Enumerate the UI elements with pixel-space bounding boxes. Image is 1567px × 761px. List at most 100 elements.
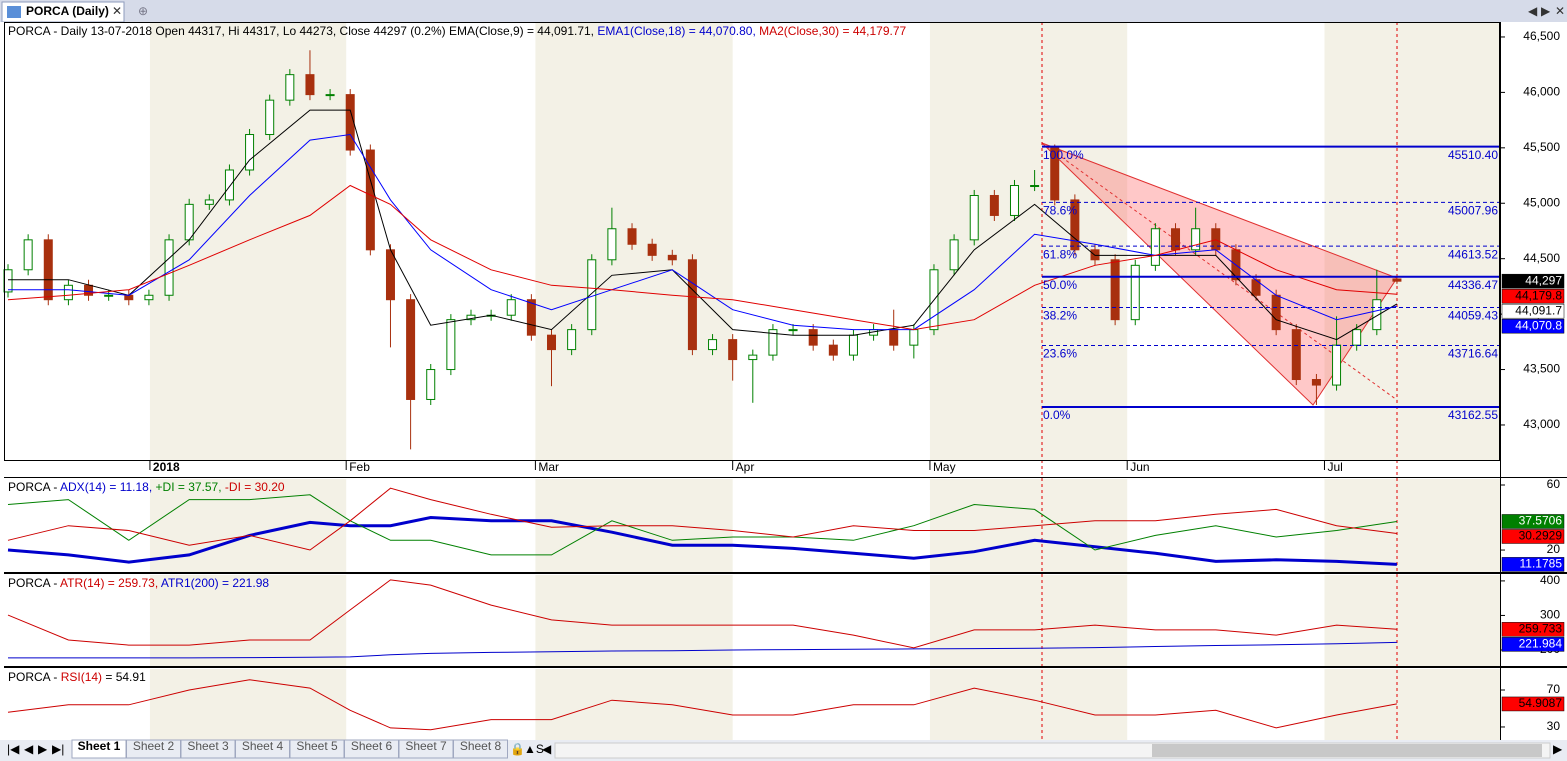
scroll-sync-button[interactable]: ▲S (524, 742, 544, 756)
tab-title[interactable]: PORCA (Daily) (26, 4, 109, 18)
tab-close[interactable]: ✕ (112, 4, 122, 18)
panel-frames (4, 22, 1567, 740)
fib-percent: 78.6% (1043, 204, 1077, 218)
sheet-tab-label[interactable]: Sheet 1 (78, 739, 121, 753)
price-tag (1501, 288, 1565, 304)
lock-button[interactable]: 🔒 (510, 742, 525, 756)
fib-value: 45510.40 (1448, 148, 1498, 162)
candle-body (567, 329, 577, 351)
candle-body (104, 294, 114, 297)
sheet-tab[interactable] (453, 739, 508, 759)
month-band (149, 669, 347, 740)
x-tick-label: Jun (1130, 460, 1149, 474)
sheet-tab-label[interactable]: Sheet 7 (405, 739, 447, 753)
candle-body (144, 294, 154, 301)
nav-first[interactable]: |◀ (7, 742, 20, 756)
title-segment: PORCA - (8, 480, 60, 494)
y-tick-label: 60 (1547, 477, 1561, 491)
candle-body (1191, 228, 1201, 251)
price-tag (1501, 273, 1565, 289)
panel-title: PORCA - ADX(14) = 11.18, +DI = 37.57, -D… (8, 480, 285, 494)
y-tick-label: 46,000 (1523, 85, 1560, 99)
candle-body (23, 239, 33, 271)
title-segment: PORCA - Daily 13-07-2018 Open 44317, Hi … (8, 24, 597, 38)
month-band (929, 575, 1128, 666)
tab-menu[interactable]: ✕ (1555, 4, 1565, 18)
price-tag-label: 221.984 (1519, 637, 1563, 651)
candle-body (889, 329, 899, 346)
y-tick-label: 45,000 (1523, 195, 1560, 209)
price-tag (1501, 529, 1565, 544)
x-tick-label: 2018 (153, 460, 180, 474)
sheet-tab-label[interactable]: Sheet 5 (296, 739, 338, 753)
panel-title: PORCA - Daily 13-07-2018 Open 44317, Hi … (8, 24, 907, 38)
nav-last[interactable]: ▶| (52, 742, 64, 756)
price-tag-label: 11.1785 (1520, 557, 1563, 571)
tab-pin[interactable]: ⊕ (138, 4, 148, 18)
candle-body (1130, 264, 1140, 321)
month-band (149, 23, 347, 460)
panel-title: PORCA - RSI(14) = 54.91 (8, 670, 146, 684)
x-tick-label: Jul (1327, 460, 1342, 474)
candle-body (446, 319, 456, 371)
y-tick-label: 44,500 (1523, 251, 1560, 265)
sheet-tab-label[interactable]: Sheet 4 (242, 739, 284, 753)
price-tag (1501, 622, 1565, 637)
sheet-tab-label[interactable]: Sheet 2 (133, 739, 175, 753)
tab-scroll-right[interactable]: ▶ (1541, 4, 1551, 18)
sheet-tab-label[interactable]: Sheet 8 (460, 739, 502, 753)
candle-body (3, 269, 13, 293)
background-layer (149, 23, 1500, 740)
document-tab[interactable]: PORCA (Daily) ✕ (1, 1, 125, 23)
sheet-tab-label[interactable]: Sheet 3 (187, 739, 229, 753)
indicator-line (7, 579, 1397, 649)
y-tick-label: 70 (1547, 682, 1561, 696)
nav-prev[interactable]: ◀ (24, 742, 34, 756)
candle-body (1211, 228, 1221, 251)
candle-body (526, 299, 536, 336)
candle-body (325, 94, 335, 97)
y-tick-label: 30 (1547, 719, 1561, 733)
price-tag (1501, 557, 1565, 572)
candle-body (224, 169, 234, 201)
candle-body (1271, 294, 1281, 331)
fib-percent: 38.2% (1043, 309, 1077, 323)
candle-body (1171, 228, 1181, 251)
nav-next[interactable]: ▶ (38, 742, 48, 756)
fib-value: 44336.47 (1448, 278, 1498, 292)
month-band (1324, 23, 1500, 460)
candle-body (385, 249, 395, 301)
price-tag-label: 44,297 (1525, 273, 1562, 287)
fib-value: 44059.43 (1448, 309, 1498, 323)
price-tag-label: 54.9087 (1519, 696, 1563, 710)
sheet-tab-label[interactable]: Sheet 6 (351, 739, 393, 753)
tab-scroll-left[interactable]: ◀ (1528, 4, 1538, 18)
scroll-left[interactable]: ◀ (542, 742, 552, 756)
candle-body (285, 74, 295, 101)
candle-body (728, 339, 738, 361)
candle-body (506, 299, 516, 316)
candle-body (124, 294, 134, 301)
fib-percent: 23.6% (1043, 347, 1077, 361)
indicator-line (7, 679, 1397, 731)
candle-body (305, 74, 315, 96)
tab-bar (0, 0, 1567, 22)
month-band (929, 23, 1128, 460)
price-tag (1501, 696, 1565, 712)
candle-body (1030, 185, 1040, 188)
price-tag-label: 44,179.8 (1515, 288, 1562, 302)
x-tick-label: May (933, 460, 956, 474)
price-tag (1501, 637, 1565, 652)
candle-body (184, 203, 194, 241)
candle-body (768, 329, 778, 356)
sheet-tabs: Sheet 1 Sheet 2 Sheet 3 Sheet 4 Sheet 5 Sheet… (71, 739, 508, 759)
scroll-right[interactable]: ▶ (1553, 742, 1563, 756)
price-tag-label: 44,070.8 (1515, 318, 1562, 332)
title-segment: MA2(Close,30) = 44,179.77 (759, 24, 906, 38)
trend-line (1041, 142, 1398, 401)
y-tick-label: 45,500 (1523, 140, 1560, 154)
month-band (535, 669, 733, 740)
scrollbar-thumb[interactable] (1152, 744, 1542, 757)
